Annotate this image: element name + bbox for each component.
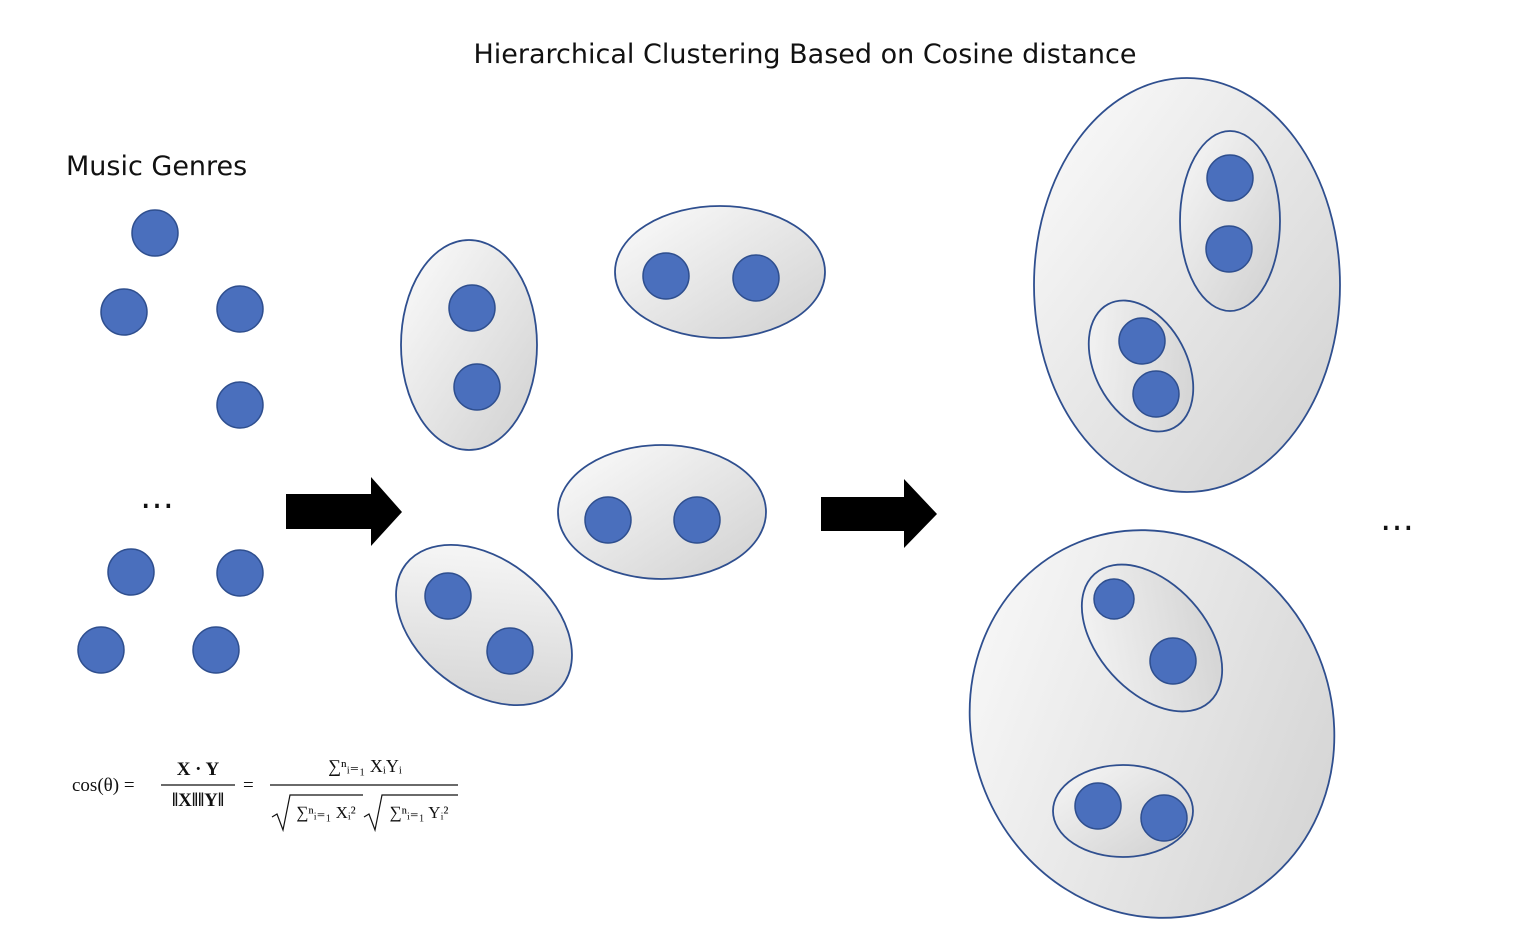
- cosine-formula: cos(θ) = X · Y ‖X‖‖Y‖ = ∑ⁿᵢ₌₁ XᵢYᵢ ∑ⁿᵢ₌₁…: [72, 756, 458, 833]
- formula-frac2-numerator: ∑ⁿᵢ₌₁ XᵢYᵢ: [328, 756, 402, 776]
- cluster-ellipse: [614, 205, 826, 339]
- formula-frac2-denominator-x: ∑ⁿᵢ₌₁ Xᵢ²: [296, 803, 356, 822]
- formula-frac1-numerator: X · Y: [177, 759, 220, 780]
- cluster-ellipse: [1033, 77, 1341, 493]
- cluster-ellipse: [557, 444, 767, 580]
- formula-equals: =: [243, 775, 254, 796]
- genre-dot: [1149, 637, 1197, 685]
- merged-cluster: [1033, 77, 1341, 493]
- stage-merged-clusters: [968, 77, 1341, 919]
- pair-cluster: [1052, 764, 1194, 858]
- formula-lhs: cos(θ) =: [72, 775, 135, 796]
- genre-dot: [1074, 782, 1122, 830]
- stage-individual-genres: …: [77, 209, 264, 674]
- merged-cluster: [968, 529, 1336, 919]
- genre-dot: [673, 496, 721, 544]
- genre-dot: [453, 363, 501, 411]
- pair-cluster: [400, 239, 538, 451]
- genre-dot: [131, 209, 179, 257]
- genre-dot: [1118, 317, 1166, 365]
- cluster-ellipse: [400, 239, 538, 451]
- genre-dot: [1132, 370, 1180, 418]
- right-arrow-icon: [821, 479, 937, 548]
- pair-cluster: [614, 205, 826, 339]
- formula-frac1-denominator: ‖X‖‖Y‖: [172, 790, 224, 811]
- genre-dot: [192, 626, 240, 674]
- music-genres-label: Music Genres: [66, 151, 247, 182]
- genre-dot: [1093, 578, 1135, 620]
- right-arrow-icon: [286, 477, 402, 546]
- genre-dot: [424, 572, 472, 620]
- cluster-ellipse: [395, 543, 573, 707]
- genre-dot: [448, 284, 496, 332]
- genre-dot: [732, 254, 780, 302]
- genre-dot: [216, 381, 264, 429]
- genre-dot: [584, 496, 632, 544]
- genre-dot: [1206, 154, 1254, 202]
- genre-dot: [100, 288, 148, 336]
- pair-cluster: [1080, 563, 1224, 713]
- formula-sqrt-sign: [271, 794, 458, 833]
- stage1-ellipsis: …: [140, 477, 176, 517]
- genre-dot: [642, 252, 690, 300]
- genre-dot: [216, 285, 264, 333]
- genre-dot: [216, 549, 264, 597]
- stage-pair-clusters: [395, 205, 826, 707]
- pair-cluster: [395, 543, 573, 707]
- genre-dot: [1205, 225, 1253, 273]
- pair-cluster: [1087, 299, 1195, 433]
- pair-cluster: [557, 444, 767, 580]
- genre-dot: [107, 548, 155, 596]
- continuation-ellipsis: …: [1380, 499, 1416, 539]
- formula-frac2-denominator-y: ∑ⁿᵢ₌₁ Yᵢ²: [390, 803, 449, 822]
- diagram-title: Hierarchical Clustering Based on Cosine …: [473, 39, 1136, 70]
- genre-dot: [1140, 794, 1188, 842]
- cluster-ellipse: [1179, 130, 1281, 312]
- pair-cluster: [1179, 130, 1281, 312]
- genre-dot: [77, 626, 125, 674]
- genre-dot: [486, 627, 534, 675]
